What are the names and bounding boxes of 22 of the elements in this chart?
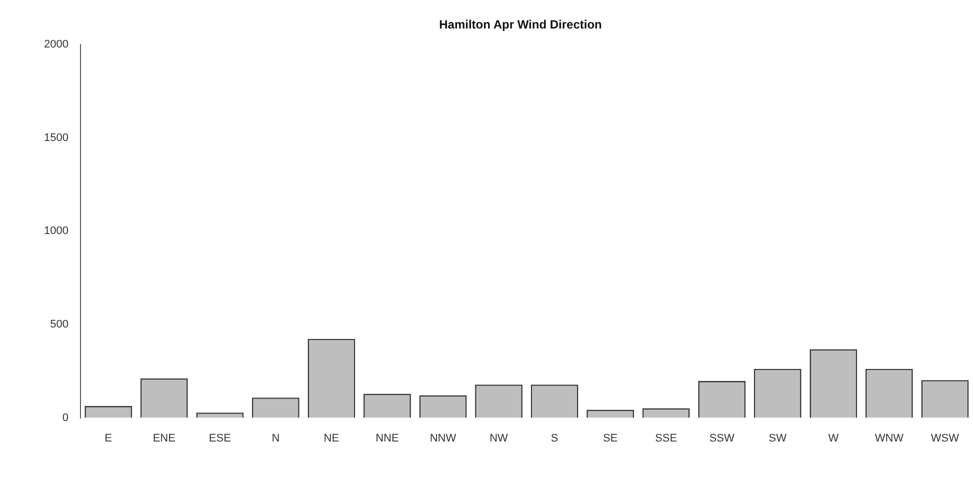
x-tick-label: S — [550, 432, 558, 444]
x-tick-label: NE — [324, 432, 340, 444]
y-tick-label: 1000 — [44, 225, 68, 238]
y-tick-label: 2000 — [44, 38, 68, 50]
x-tick-label: W — [828, 432, 840, 444]
x-tick-label: NNW — [430, 432, 457, 444]
x-tick-label: NNE — [376, 432, 399, 444]
x-tick-label: SSW — [709, 432, 735, 444]
y-tick-label: 500 — [50, 318, 68, 330]
x-tick-label: SE — [602, 432, 618, 444]
x-tick-label: WSW — [930, 432, 960, 444]
x-tick-label: NW — [490, 432, 509, 444]
x-tick-label: E — [104, 432, 112, 444]
y-tick-label: 0 — [62, 412, 68, 424]
x-tick-label: WNW — [874, 432, 904, 444]
x-tick-label: SSE — [655, 432, 678, 444]
x-tick-label: ENE — [152, 432, 176, 444]
y-tick-label: 1500 — [44, 132, 68, 144]
x-tick-label: N — [272, 432, 280, 444]
x-tick-label: ESE — [208, 432, 231, 444]
chart-title: Hamilton Apr Wind Direction — [439, 18, 602, 32]
x-tick-label: SW — [768, 432, 788, 444]
